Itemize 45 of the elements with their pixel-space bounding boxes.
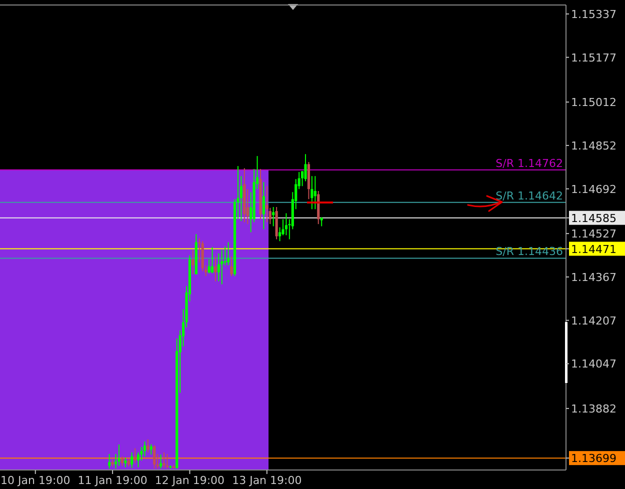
candlestick <box>159 454 162 470</box>
candlestick <box>108 454 111 470</box>
y-tick-label: 1.14367 <box>571 270 616 284</box>
x-tick-label: 10 Jan 19:00 <box>0 474 70 487</box>
candlestick <box>284 212 288 236</box>
candlestick <box>220 250 224 285</box>
x-tick-label: 13 Jan 19:00 <box>232 474 302 487</box>
candlestick <box>208 258 210 274</box>
y-tick-label: 1.13699 <box>571 452 616 466</box>
x-tick-label: 12 Jan 19:00 <box>154 474 225 487</box>
ref-line-label: S/R 1.14642 <box>496 189 563 202</box>
y-tick-label: 1.14527 <box>571 228 616 241</box>
candlestick <box>192 250 194 275</box>
candlestick <box>272 206 275 227</box>
ref-line-label: S/R 1.14762 <box>496 156 563 170</box>
ref-line-label: S/R 1.14436 <box>496 245 563 258</box>
candlestick <box>134 448 136 464</box>
candlestick <box>162 452 166 469</box>
candlestick <box>227 242 230 266</box>
candlestick <box>130 452 134 469</box>
candlestick <box>230 256 233 277</box>
candlestick <box>217 252 220 282</box>
candlestick <box>214 256 217 282</box>
candlestick <box>314 176 316 210</box>
y-tick-label: 1.15012 <box>571 96 616 110</box>
y-tick-label: 1.15177 <box>571 51 616 64</box>
candlestick <box>310 176 314 210</box>
candlestick <box>143 441 146 457</box>
y-tick-label: 1.13882 <box>571 402 616 416</box>
candlestick <box>210 246 214 274</box>
x-tick-label: 11 Jan 19:00 <box>78 474 148 487</box>
y-tick-label: 1.14585 <box>571 212 616 225</box>
y-tick-label: 1.14471 <box>571 242 616 256</box>
y-tick-label: 1.14852 <box>571 139 616 152</box>
y-tick-label: 1.14047 <box>571 358 616 371</box>
y-tick-label: 1.15337 <box>571 8 616 21</box>
candlestick <box>146 438 150 453</box>
candlestick <box>266 186 268 223</box>
candlestick <box>118 444 120 466</box>
y-tick-label: 1.14692 <box>571 182 616 196</box>
candlestick <box>153 444 156 470</box>
y-tick-label: 1.14207 <box>571 314 616 328</box>
candlestick <box>224 246 226 266</box>
candlestick <box>262 182 266 230</box>
candlestick <box>304 154 307 182</box>
